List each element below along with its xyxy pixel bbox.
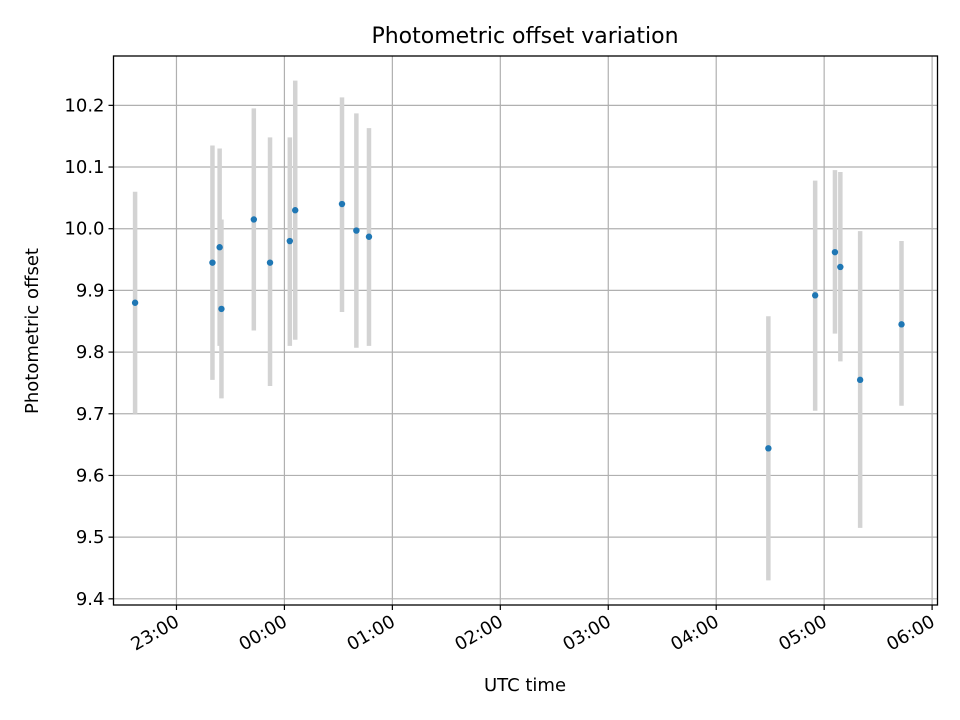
data-point: [365, 233, 373, 240]
x-axis-title: UTC time: [484, 675, 566, 696]
y-tick-label: 9.7: [76, 404, 105, 425]
x-tick-label: 06:00: [883, 611, 938, 655]
y-axis-ticks: 9.4 9.5 9.6 9.7 9.8 9.9 10.0 10.1 10.2: [64, 95, 114, 610]
x-tick-label: 02:00: [451, 611, 506, 655]
plot-frame: [112, 55, 939, 606]
x-tick-label: 05:00: [775, 611, 830, 655]
y-tick-label: 9.8: [76, 342, 105, 363]
data-point: [131, 299, 139, 306]
data-point: [266, 259, 274, 266]
data-point: [250, 216, 258, 223]
x-tick-label: 03:00: [559, 611, 614, 655]
y-tick-label: 10.0: [64, 219, 104, 240]
y-tick-label: 10.2: [64, 95, 104, 116]
y-axis-title: Photometric offset: [22, 248, 43, 414]
data-point: [292, 207, 299, 214]
data-point: [338, 200, 346, 208]
data-point: [898, 321, 905, 328]
x-tick-label: 00:00: [235, 611, 290, 655]
x-tick-label: 23:00: [128, 611, 183, 655]
x-axis-ticks: 23:00 00:00 01:00 02:00 03:00 04:00 05:00 06:00: [128, 605, 939, 655]
data-point: [856, 376, 864, 384]
y-tick-label: 9.4: [76, 589, 105, 610]
data-point: [218, 305, 225, 313]
data-point: [837, 263, 844, 271]
x-tick-label: 04:00: [667, 611, 722, 655]
y-tick-label: 9.5: [76, 527, 105, 548]
y-tick-label: 10.1: [64, 157, 104, 178]
chart-title: Photometric offset variation: [371, 24, 678, 49]
data-point: [811, 292, 819, 299]
errorbars: [132, 80, 904, 581]
data-point: [765, 445, 772, 452]
data-point: [216, 244, 223, 251]
data-point: [831, 248, 839, 256]
data-point: [286, 237, 294, 245]
x-tick-label: 01:00: [343, 611, 398, 655]
y-tick-label: 9.6: [76, 465, 105, 486]
data-points: [131, 200, 905, 452]
data-point: [209, 259, 216, 266]
data-point: [353, 227, 360, 234]
y-tick-label: 9.9: [76, 280, 105, 301]
grid: [113, 56, 938, 605]
